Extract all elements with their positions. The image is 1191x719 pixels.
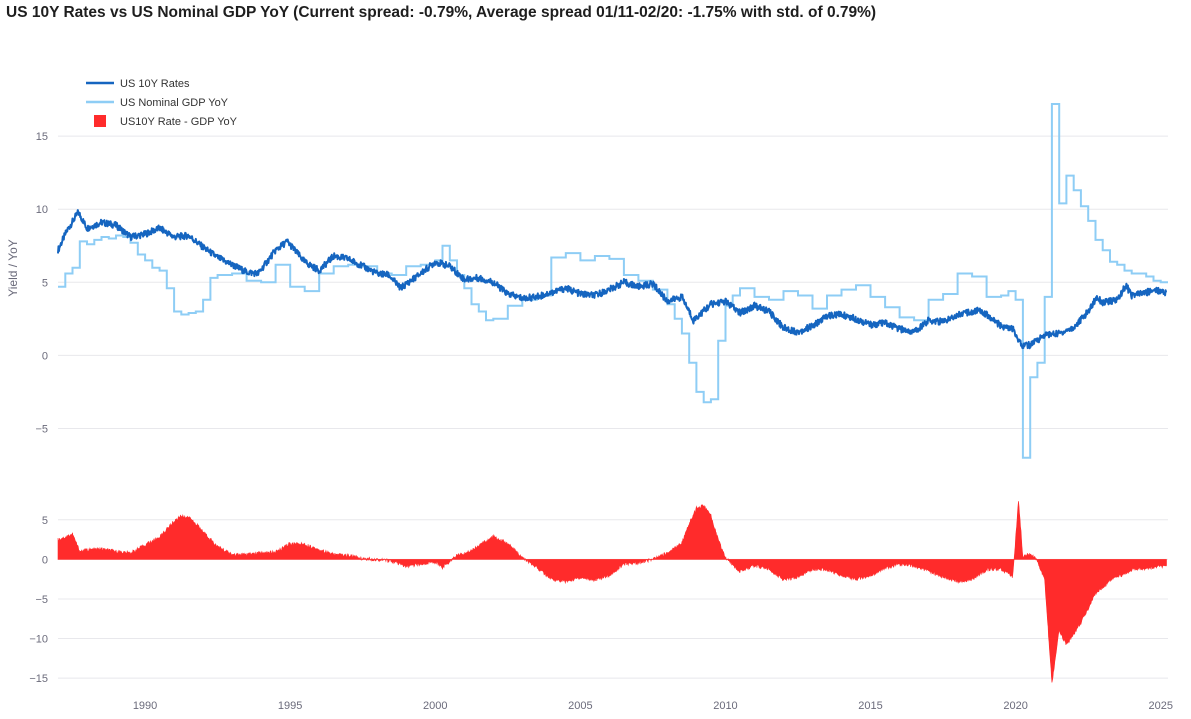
spread-area: [57, 501, 1167, 683]
top-grid: [58, 135, 1168, 429]
rates-line: [57, 209, 1168, 350]
x-ticks: 1990 1995 2000 2005 2010 2015 2020 2025: [133, 700, 1173, 712]
bottom-y-tick-label: 0: [42, 554, 48, 566]
y-axis-label: Yield / YoY: [6, 239, 20, 297]
legend-swatch-spread: [94, 115, 106, 127]
top-y-tick-label: 10: [36, 204, 48, 216]
x-tick-label: 2025: [1149, 700, 1173, 712]
legend-label-spread: US10Y Rate - GDP YoY: [120, 116, 238, 128]
bottom-y-tick-label: −5: [35, 594, 48, 606]
bottom-y-ticks: −15 −10 −5 0 5: [29, 515, 48, 685]
bottom-y-tick-label: −10: [29, 634, 48, 646]
x-tick-label: 2005: [568, 700, 592, 712]
top-y-tick-label: −5: [35, 423, 48, 435]
top-y-tick-label: 15: [36, 131, 48, 143]
spread-area-series: [57, 501, 1167, 683]
top-y-ticks: −5 0 5 10 15: [35, 131, 48, 435]
chart-title: US 10Y Rates vs US Nominal GDP YoY (Curr…: [6, 4, 877, 21]
top-y-tick-label: 0: [42, 350, 48, 362]
rates-line-series: [57, 209, 1168, 350]
x-tick-label: 2015: [858, 700, 882, 712]
legend-label-gdp: US Nominal GDP YoY: [120, 97, 229, 109]
bottom-y-tick-label: 5: [42, 515, 48, 527]
gdp-line: [58, 103, 1168, 459]
x-tick-label: 2010: [713, 700, 737, 712]
x-tick-label: 2020: [1003, 700, 1027, 712]
bottom-y-tick-label: −15: [29, 673, 48, 685]
bottom-grid: [58, 519, 1168, 679]
legend: US 10Y Rates US Nominal GDP YoY US10Y Ra…: [86, 78, 238, 128]
x-tick-label: 2000: [423, 700, 447, 712]
gdp-line-series: [58, 103, 1168, 459]
x-tick-label: 1990: [133, 700, 157, 712]
top-y-tick-label: 5: [42, 277, 48, 289]
x-tick-label: 1995: [278, 700, 302, 712]
legend-label-rates: US 10Y Rates: [120, 78, 190, 90]
